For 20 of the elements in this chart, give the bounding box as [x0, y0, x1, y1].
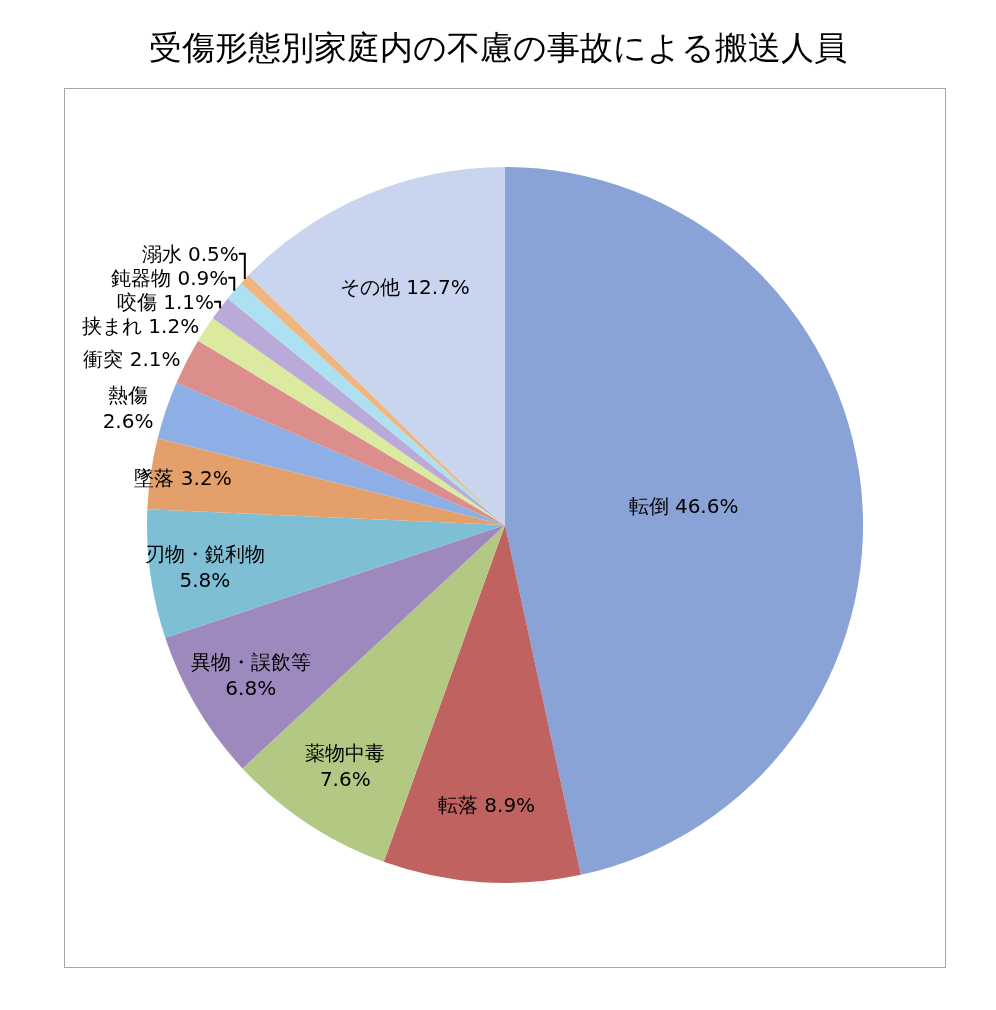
data-label: 6.8% — [225, 676, 277, 701]
pie-slice — [147, 509, 506, 638]
slice-label: 薬物中毒 — [305, 741, 386, 766]
slice-label: その他 12.7% — [339, 275, 470, 300]
slice-label: 咬傷 1.1% — [116, 289, 215, 314]
slice-label: 熱傷 — [108, 382, 149, 407]
data-label: 5.8% — [179, 567, 231, 592]
slice-label: 溺水 0.5% — [141, 241, 239, 266]
data-label: 7.6% — [319, 767, 371, 792]
slice-label: 挟まれ 1.2% — [82, 313, 200, 338]
slice-label: 衝突 2.1% — [83, 346, 181, 371]
slice-label: 転落 8.9% — [437, 792, 536, 817]
pie-slice — [165, 525, 506, 769]
data-label: 2.6% — [102, 408, 154, 433]
slice-label: 異物・誤飲等 — [190, 650, 311, 675]
pie-slice — [248, 166, 506, 525]
pie-slice — [383, 525, 581, 883]
slice-label: 転倒 46.6% — [628, 493, 739, 518]
slice-label: 鈍器物 0.9% — [111, 265, 229, 290]
chart-title: 受傷形態別家庭内の不慮の事故による搬送人員 — [149, 28, 847, 68]
